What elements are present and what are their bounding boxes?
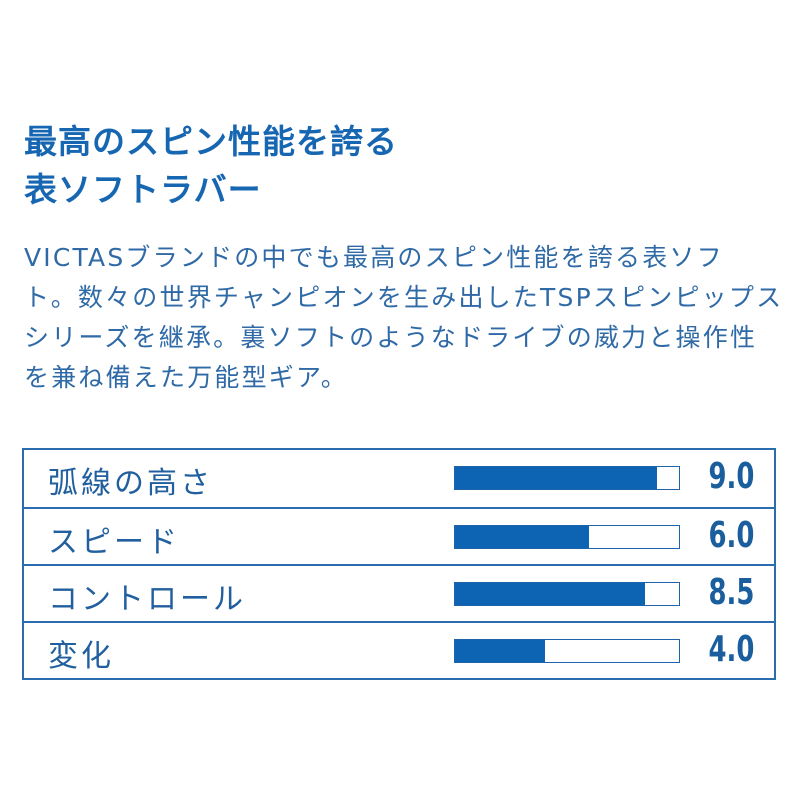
- rating-value: 6.0: [708, 515, 754, 556]
- rating-bar-fill: [455, 583, 646, 605]
- rating-bar: [454, 525, 680, 549]
- description-line: を兼ね備えた万能型ギア。: [24, 363, 348, 392]
- rating-label: コントロール: [48, 582, 246, 617]
- product-description: VICTASブランドの中でも最高のスピン性能を誇る表ソフ ト。数々の世界チャンピ…: [24, 238, 783, 398]
- rating-bar: [454, 639, 680, 663]
- rating-bar-fill: [455, 640, 545, 662]
- rating-value: 8.5: [708, 572, 754, 613]
- title-line-1: 最高のスピン性能を誇る: [24, 122, 398, 161]
- description-line: ト。数々の世界チャンピオンを生み出したTSPスピンピップス: [24, 283, 784, 312]
- rating-bar-fill: [455, 467, 657, 489]
- rating-label: 弧線の高さ: [48, 466, 213, 501]
- rating-label: 変化: [48, 639, 114, 674]
- rating-label: スピード: [48, 525, 180, 560]
- rating-value: 9.0: [708, 456, 754, 497]
- description-line: VICTASブランドの中でも最高のスピン性能を誇る表ソフ: [24, 243, 724, 272]
- rating-row: スピード 6.0: [24, 507, 774, 564]
- title-line-2: 表ソフトラバー: [24, 170, 262, 209]
- rating-bar: [454, 466, 680, 490]
- rating-row: 変化 4.0: [24, 621, 774, 678]
- rating-row: コントロール 8.5: [24, 564, 774, 621]
- rating-row: 弧線の高さ 9.0: [24, 450, 774, 507]
- ratings-table: 弧線の高さ 9.0 スピード 6.0 コントロール 8.5 変化 4.0: [22, 448, 776, 680]
- description-line: シリーズを継承。裏ソフトのようなドライブの威力と操作性: [24, 323, 758, 352]
- rating-bar: [454, 582, 680, 606]
- rating-bar-fill: [455, 526, 590, 548]
- page-title: 最高のスピン性能を誇る 表ソフトラバー: [24, 118, 398, 214]
- rating-value: 4.0: [708, 629, 754, 670]
